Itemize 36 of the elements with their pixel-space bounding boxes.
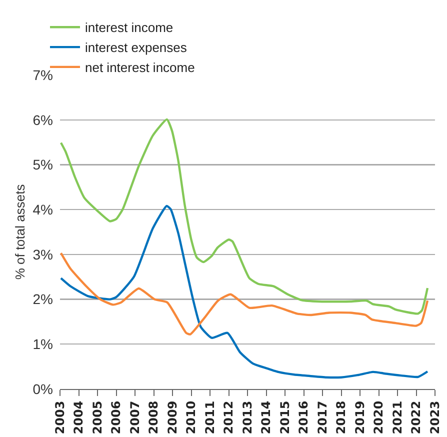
x-tick-label: 2017: [315, 400, 330, 434]
x-tick-label: 2019: [352, 400, 367, 434]
x-tick-label: 2008: [146, 400, 161, 434]
x-tick-label: 2009: [165, 400, 180, 434]
x-tick-label: 2018: [334, 400, 348, 434]
y-axis-title: % of total assets: [12, 184, 28, 280]
legend-label: net interest income: [85, 60, 195, 76]
x-tick-label: 2020: [372, 400, 386, 434]
line-series: [60, 252, 429, 336]
x-tick-label: 2021: [390, 400, 404, 434]
y-tick-label: 5%: [32, 156, 53, 173]
x-tick-label: 2007: [128, 400, 142, 434]
y-tick-label: 1%: [32, 336, 53, 352]
legend-label: interest income: [85, 20, 174, 36]
x-tick-label: 2010: [184, 400, 198, 434]
x-tick-label: 2014: [259, 400, 274, 434]
line-series: [60, 118, 429, 315]
x-tick-label: 2004: [72, 400, 86, 434]
x-tick-label: 2012: [222, 400, 236, 434]
x-tick-label: 2013: [240, 400, 254, 434]
y-tick-label: 3%: [32, 246, 53, 262]
x-tick-label: 2015: [278, 400, 292, 434]
y-tick-label: 7%: [32, 66, 53, 83]
y-tick-label: 6%: [32, 112, 53, 128]
y-tick-label: 2%: [32, 291, 53, 308]
x-tick-label: 2011: [202, 400, 217, 434]
y-tick-label: 4%: [32, 201, 53, 218]
x-tick-label: 2005: [90, 400, 104, 434]
legend-label: interest expenses: [85, 40, 188, 56]
line-series: [60, 204, 429, 379]
y-tick-label: 0%: [32, 380, 53, 397]
x-tick-label: 2023: [428, 400, 442, 434]
x-tick-label: 2006: [109, 400, 124, 434]
x-tick-label: 2003: [52, 400, 67, 434]
x-tick-label: 2022: [409, 400, 424, 434]
x-tick-label: 2016: [296, 400, 311, 434]
